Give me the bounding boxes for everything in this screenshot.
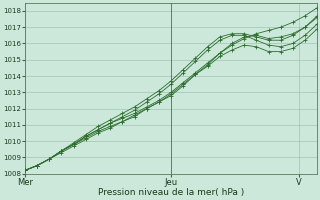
X-axis label: Pression niveau de la mer( hPa ): Pression niveau de la mer( hPa ) [98, 188, 244, 197]
